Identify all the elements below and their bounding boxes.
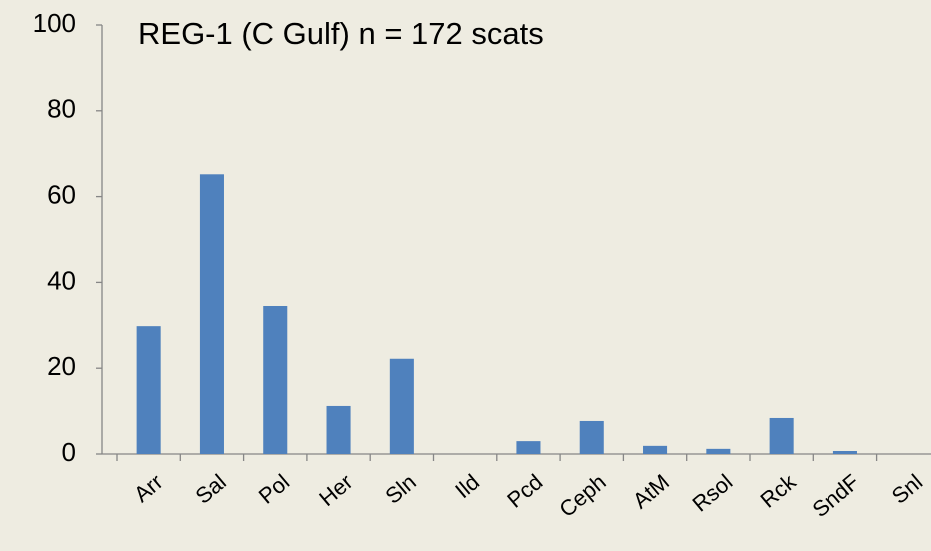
bar xyxy=(706,448,731,454)
y-tick-label: 60 xyxy=(47,179,76,209)
bar xyxy=(579,420,604,454)
y-tick-label: 20 xyxy=(47,351,76,381)
y-tick-label: 40 xyxy=(47,265,76,295)
bar xyxy=(769,417,794,454)
bar xyxy=(516,441,541,454)
bar xyxy=(199,174,224,455)
bar xyxy=(643,445,668,454)
y-tick-label: 0 xyxy=(62,437,76,467)
chart-title: REG-1 (C Gulf) n = 172 scats xyxy=(138,16,544,51)
bar xyxy=(326,405,351,454)
bar xyxy=(832,450,857,454)
bar xyxy=(389,358,414,454)
bar xyxy=(136,326,161,454)
y-tick-label: 100 xyxy=(33,8,76,38)
y-tick-label: 80 xyxy=(47,94,76,124)
bar xyxy=(263,305,288,454)
